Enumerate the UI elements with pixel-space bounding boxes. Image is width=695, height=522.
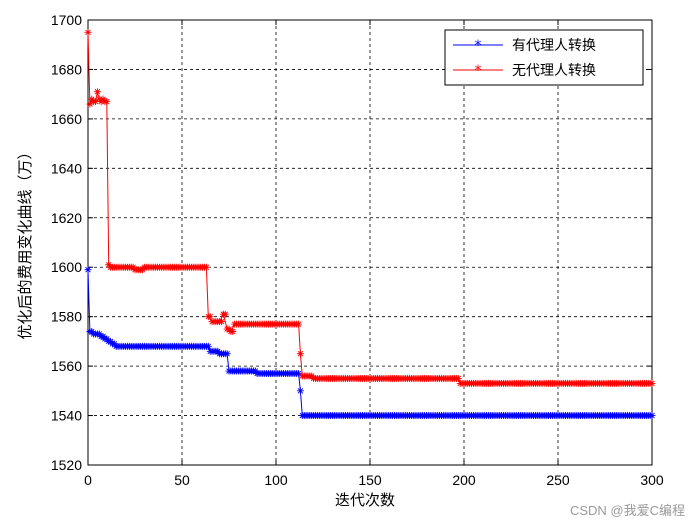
data-point-marker — [296, 350, 304, 358]
x-tick-label: 250 — [546, 472, 570, 488]
data-point-marker — [92, 98, 100, 106]
axis-ticks: 0 50 100 150 200 250 300 1520 1540 1560 1580 1600 16… — [51, 12, 664, 488]
data-point-marker — [229, 328, 237, 335]
y-tick-label: 1600 — [51, 259, 82, 275]
data-point-marker — [295, 320, 303, 328]
data-point-marker — [84, 266, 92, 274]
data-point-marker — [648, 412, 656, 420]
data-point-marker — [454, 374, 462, 382]
series-layer — [84, 28, 656, 420]
data-point-marker — [206, 313, 214, 321]
x-axis-label: 迭代次数 — [335, 491, 395, 509]
data-point-marker — [217, 318, 225, 326]
data-point-marker — [86, 100, 94, 108]
watermark: CSDN @我爱C编程 — [569, 503, 685, 518]
data-point-marker — [202, 263, 210, 271]
x-tick-label: 200 — [452, 472, 476, 488]
data-point-marker — [295, 370, 303, 378]
x-tick-label: 300 — [640, 472, 664, 488]
y-tick-label: 1700 — [51, 12, 82, 28]
x-tick-label: 0 — [84, 472, 92, 488]
data-point-marker — [93, 88, 101, 96]
legend-box — [444, 29, 644, 86]
data-point-marker — [296, 387, 304, 395]
data-point-marker — [103, 98, 111, 106]
x-tick-label: 50 — [174, 472, 190, 488]
y-tick-label: 1620 — [51, 210, 82, 226]
legend-label-series-1: 无代理人转换 — [512, 62, 596, 79]
data-point-marker — [223, 350, 231, 358]
y-tick-label: 1580 — [51, 309, 82, 325]
y-axis-label: 优化后的费用变化曲线（万） — [16, 144, 34, 339]
series-0 — [84, 266, 656, 420]
y-tick-label: 1560 — [51, 358, 82, 374]
legend-marker-series-0: * — [475, 38, 482, 54]
data-point-marker — [204, 342, 212, 350]
y-tick-label: 1680 — [51, 61, 82, 77]
legend-label-series-0: 有代理人转换 — [512, 37, 596, 54]
legend-marker-series-1: * — [475, 63, 482, 79]
data-point-marker — [648, 379, 656, 387]
x-tick-label: 150 — [358, 472, 382, 488]
y-tick-label: 1540 — [51, 408, 82, 424]
data-point-marker — [84, 28, 92, 36]
y-tick-label: 1640 — [51, 160, 82, 176]
y-tick-label: 1660 — [51, 111, 82, 127]
series-1 — [84, 28, 656, 387]
legend: * 有代理人转换 * 无代理人转换 — [444, 29, 644, 86]
data-point-marker — [221, 310, 229, 318]
y-tick-label: 1520 — [51, 457, 82, 473]
x-tick-label: 100 — [264, 472, 288, 488]
